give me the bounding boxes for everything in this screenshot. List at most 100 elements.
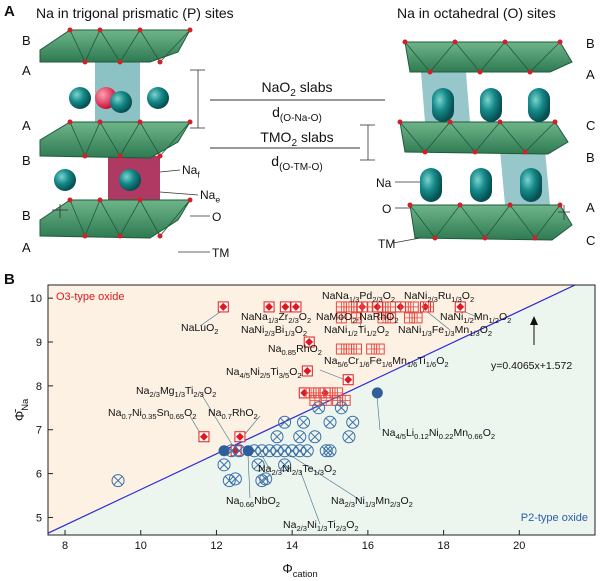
leader-line xyxy=(376,395,381,431)
marker-circle xyxy=(111,474,125,488)
left-title: Na in trigonal prismatic (P) sites xyxy=(36,5,234,21)
y-axis-label: Φ̄Na xyxy=(12,398,30,421)
annotation-part: Li xyxy=(406,427,414,439)
annotation-part: 1/3 xyxy=(349,295,360,304)
structure-label: Na xyxy=(376,176,392,190)
data-point xyxy=(312,401,326,415)
marker-x xyxy=(348,417,358,427)
annotation-part: 2 xyxy=(470,295,474,304)
marker-cross xyxy=(336,312,347,323)
data-point xyxy=(407,301,419,313)
annotation-part: 1/3 xyxy=(451,295,462,304)
data-point xyxy=(251,458,265,472)
structure-label-part: O xyxy=(212,210,221,224)
annotation: Na2/3Mg1/3Ti2/3O2 xyxy=(136,385,216,399)
annotation-part: 1/2 xyxy=(488,316,499,325)
y-tick-label: 7 xyxy=(36,425,42,437)
x-tick-label: 20 xyxy=(513,540,525,552)
data-point xyxy=(351,312,363,324)
annotation-part: 2 xyxy=(488,329,492,338)
annotation-part: Na xyxy=(226,495,240,507)
marker-circle xyxy=(334,401,348,415)
data-point xyxy=(323,415,337,429)
slab-label-part: slabs xyxy=(297,129,334,145)
annotation-part: 1/3 xyxy=(444,329,455,338)
na-atoms xyxy=(420,88,550,202)
annotation-part: Cr xyxy=(348,355,360,367)
slab-label-part: TMO xyxy=(260,129,291,145)
annotation: NaNi1/2Ti1/2O2 xyxy=(324,324,389,338)
structure-label: O xyxy=(382,202,391,216)
marker-cross xyxy=(351,344,362,355)
marker-cross xyxy=(362,301,373,312)
annotation-part: 2 xyxy=(332,468,336,477)
marker-diamond xyxy=(456,302,465,311)
x-axis-label: Φcation xyxy=(282,561,317,579)
data-point xyxy=(373,343,385,355)
annotation-part: Mg xyxy=(160,385,175,397)
annotation-part: 2 xyxy=(385,329,389,338)
marker-circle xyxy=(251,458,265,472)
annotation-part: 2/3 xyxy=(288,316,299,325)
data-point xyxy=(301,365,313,377)
annotation: NaNa1/3Pd2/3O2 xyxy=(322,290,395,304)
marker-x xyxy=(113,476,123,486)
annotation-part: Na xyxy=(208,407,222,419)
annotation-part: NaNi xyxy=(241,324,264,336)
annotation-part: 2/3 xyxy=(193,390,204,399)
annotation: Na0.7Ni0.35Sn0.65O2 xyxy=(108,407,196,421)
annotation-part: 1/3 xyxy=(421,329,432,338)
data-point xyxy=(335,312,347,324)
annotation-part: 2/3 xyxy=(264,329,275,338)
marker-x xyxy=(219,460,229,470)
na-atom xyxy=(69,87,91,109)
data-point xyxy=(218,445,230,457)
data-point xyxy=(303,336,315,348)
annotation-part: Na xyxy=(226,366,240,378)
annotation-part: 5/6 xyxy=(337,360,348,369)
annotation-part: 2 xyxy=(444,360,448,369)
marker-circle xyxy=(270,444,284,458)
annotation-part: NbO xyxy=(254,495,276,507)
data-point xyxy=(217,458,231,472)
marker-x xyxy=(314,403,324,413)
x-axis-label-part: Φ xyxy=(282,561,292,576)
annotation-part: 2 xyxy=(297,371,301,380)
marker-x xyxy=(253,460,263,470)
annotation-part: ,NaRhO xyxy=(356,311,394,323)
annotation-part: Mn xyxy=(474,311,489,323)
marker-diamond xyxy=(281,302,290,311)
structure-label-part: TM xyxy=(378,237,395,251)
data-point xyxy=(278,415,292,429)
leader-line xyxy=(199,309,224,327)
marker-circle xyxy=(371,387,383,399)
na-atom xyxy=(119,169,141,191)
annotation: Na0.7RhO2 xyxy=(208,407,258,421)
marker-circle xyxy=(270,430,284,444)
data-point xyxy=(411,312,423,324)
leader-lines xyxy=(159,69,210,253)
annotation-part: Mn xyxy=(455,324,470,336)
annotation-part: O xyxy=(483,427,491,439)
marker-cross xyxy=(351,312,362,323)
data-point xyxy=(319,444,333,458)
annotation-part: O xyxy=(499,311,507,323)
annotation-part: 1/6 xyxy=(407,360,418,369)
annotation-part: 2/3 xyxy=(344,500,355,509)
marker-cross xyxy=(313,387,324,398)
data-point xyxy=(290,301,302,313)
leader-line xyxy=(199,391,237,452)
data-point xyxy=(222,474,236,488)
na-atom xyxy=(147,87,169,109)
data-point xyxy=(278,458,292,472)
data-point xyxy=(371,387,383,399)
marker-circle xyxy=(222,474,236,488)
annotation-part: 1/3 xyxy=(175,390,186,399)
marker-circle xyxy=(255,474,269,488)
o-atoms xyxy=(397,39,563,241)
slab xyxy=(399,121,569,155)
na-atom xyxy=(54,169,76,191)
marker-cross xyxy=(423,301,434,312)
data-point xyxy=(198,431,210,443)
